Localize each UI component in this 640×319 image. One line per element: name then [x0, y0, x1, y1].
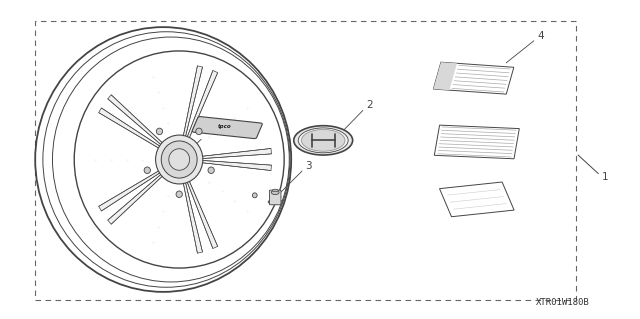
Ellipse shape [169, 149, 189, 170]
FancyBboxPatch shape [192, 117, 262, 138]
Ellipse shape [269, 195, 281, 199]
Polygon shape [198, 148, 271, 159]
Polygon shape [182, 178, 202, 253]
Text: 4: 4 [538, 31, 544, 41]
Ellipse shape [252, 193, 257, 198]
Polygon shape [186, 177, 218, 249]
Polygon shape [99, 169, 164, 211]
Ellipse shape [156, 135, 203, 184]
Polygon shape [108, 95, 166, 147]
Ellipse shape [35, 27, 291, 292]
Ellipse shape [74, 51, 284, 268]
Ellipse shape [161, 141, 197, 178]
Text: 1: 1 [602, 172, 608, 182]
Text: 2: 2 [366, 100, 372, 110]
Ellipse shape [196, 128, 202, 135]
FancyBboxPatch shape [269, 190, 281, 205]
Ellipse shape [176, 191, 182, 197]
Ellipse shape [294, 126, 353, 155]
Ellipse shape [144, 167, 150, 174]
Bar [433, 62, 514, 94]
Ellipse shape [273, 189, 278, 192]
Bar [440, 182, 514, 217]
Ellipse shape [271, 190, 279, 195]
Text: XTR01W180B: XTR01W180B [536, 298, 590, 307]
Ellipse shape [52, 37, 289, 282]
Ellipse shape [301, 130, 345, 151]
Polygon shape [99, 108, 164, 150]
Polygon shape [186, 70, 218, 142]
Ellipse shape [298, 128, 348, 153]
Text: 3: 3 [305, 161, 312, 171]
Bar [435, 125, 519, 159]
Bar [35, 21, 576, 300]
Ellipse shape [268, 199, 282, 204]
Ellipse shape [156, 128, 163, 135]
Polygon shape [198, 160, 271, 171]
Ellipse shape [43, 32, 290, 287]
Text: tpco: tpco [218, 124, 231, 129]
Polygon shape [108, 172, 166, 224]
Ellipse shape [208, 167, 214, 174]
Polygon shape [182, 66, 202, 141]
Bar [433, 62, 457, 90]
Text: 5: 5 [179, 158, 186, 168]
